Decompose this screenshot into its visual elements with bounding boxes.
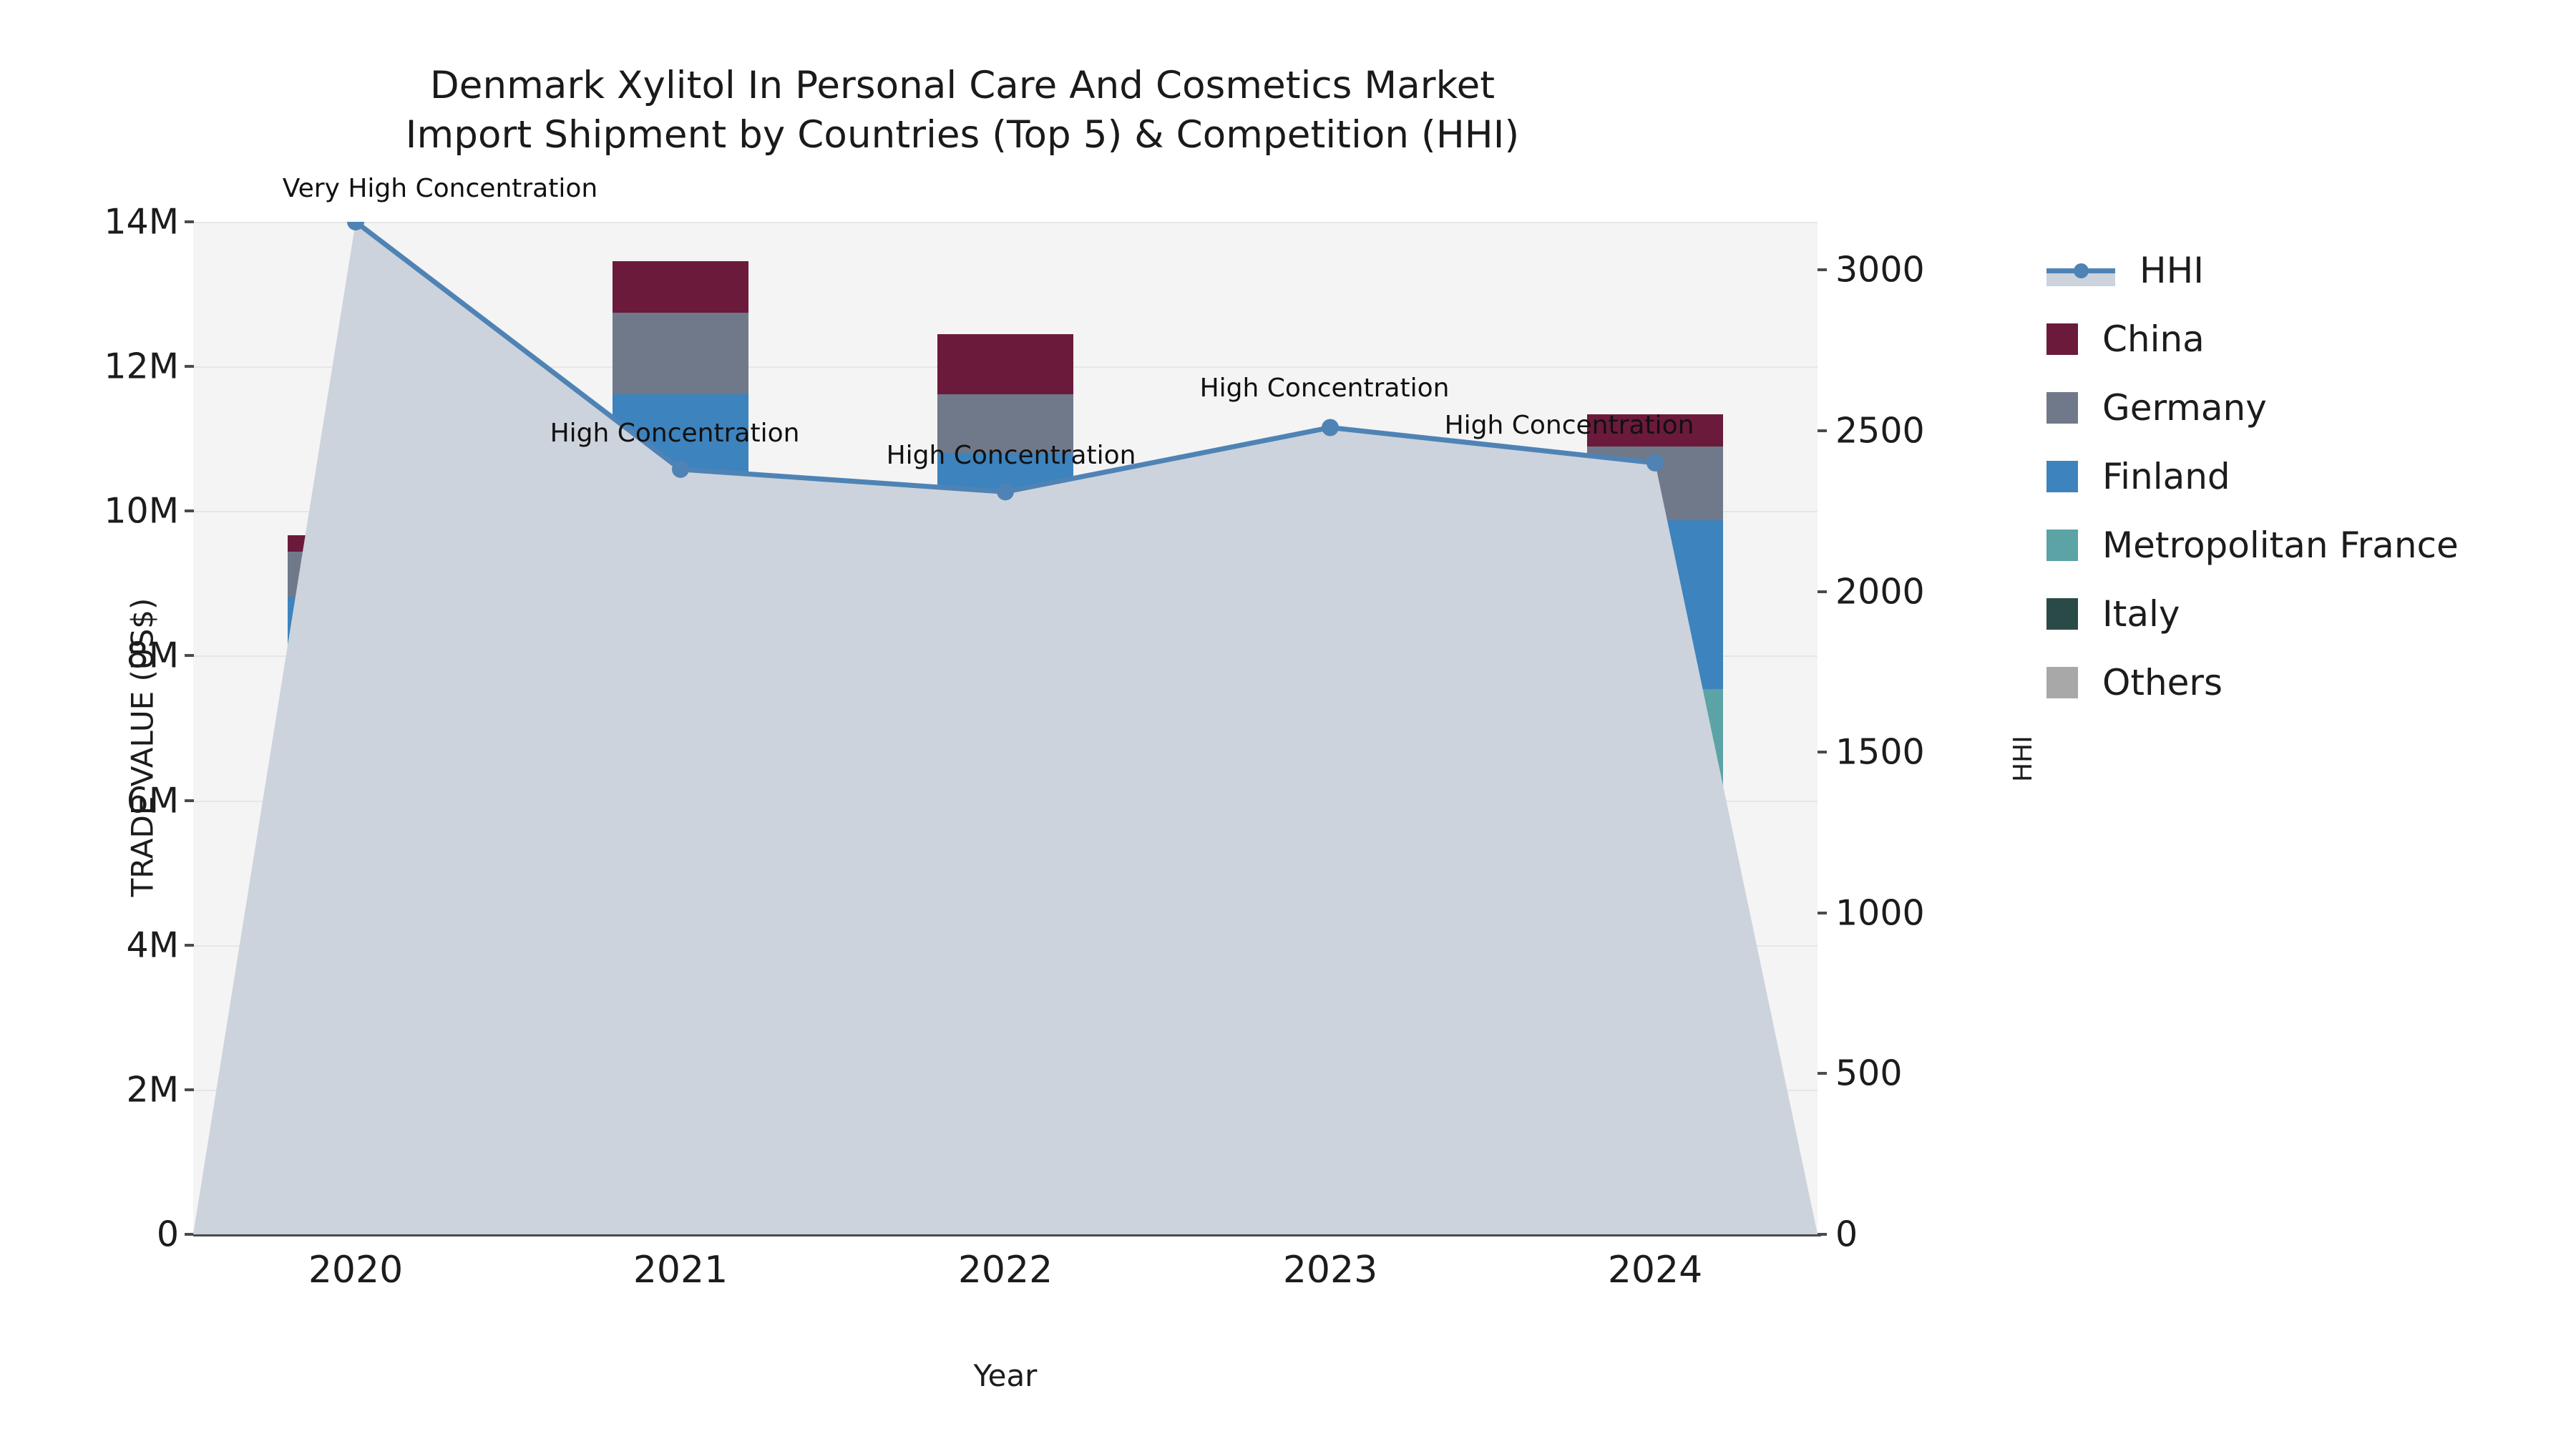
- bar-segment-metropolitan-france-2022: [937, 597, 1073, 839]
- y-axis-left-tickmark: [185, 943, 194, 947]
- legend-item-italy[interactable]: Italy: [2046, 580, 2562, 648]
- hhi-annotation-2021: High Concentration: [550, 418, 800, 448]
- legend-label: HHI: [2140, 250, 2204, 291]
- y-axis-left-tickmark: [185, 365, 194, 369]
- y-axis-right-tickmark: [1818, 1072, 1827, 1075]
- bar-segment-germany-2023: [1262, 565, 1398, 596]
- x-axis-tick-label-2022: 2022: [957, 1249, 1053, 1292]
- legend-item-others[interactable]: Others: [2046, 648, 2562, 717]
- y-axis-right-tickmark: [1818, 751, 1827, 754]
- chart-title: Denmark Xylitol In Personal Care And Cos…: [0, 62, 1925, 160]
- legend-line-dot: [2074, 263, 2089, 278]
- y-axis-left-tick-label: 4M: [126, 924, 179, 966]
- legend-swatch-metropolitan-france: [2046, 530, 2078, 561]
- hhi-annotation-2022: High Concentration: [886, 441, 1136, 471]
- hhi-annotation-2024: High Concentration: [1444, 410, 1694, 440]
- y-axis-left-tick-label: 6M: [126, 780, 179, 821]
- y-axis-right-tickmark: [1818, 911, 1827, 914]
- legend-item-china[interactable]: China: [2046, 305, 2562, 374]
- bar-segment-italy-2023: [1262, 929, 1398, 1179]
- x-axis-tick-label-2020: 2020: [308, 1249, 404, 1292]
- legend-swatch-germany: [2046, 392, 2078, 424]
- bar-segment-finland-2022: [937, 453, 1073, 598]
- legend-item-germany[interactable]: Germany: [2046, 374, 2562, 442]
- y-axis-left-tick-label: 14M: [104, 201, 179, 243]
- bar-segment-china-2023: [1262, 545, 1398, 565]
- y-axis-right-tick-label: 3000: [1835, 249, 1925, 291]
- bar-segment-finland-2020: [288, 596, 424, 642]
- bar-segment-china-2021: [613, 260, 748, 313]
- legend-label: Metropolitan France: [2102, 525, 2459, 566]
- x-axis-tick-label-2024: 2024: [1607, 1249, 1703, 1292]
- y-axis-left-tick-label: 10M: [104, 490, 179, 532]
- y-axis-left-tickmark: [185, 1088, 194, 1091]
- hhi-annotation-2020: Very High Concentration: [282, 174, 598, 203]
- y-axis-left-tickmark: [185, 220, 194, 223]
- bar-segment-china-2022: [937, 333, 1073, 394]
- y-axis-right-tickmark: [1818, 268, 1827, 272]
- y-axis-left-tickmark: [185, 654, 194, 658]
- legend-label: Italy: [2102, 593, 2180, 635]
- bar-segment-others-2023: [1262, 1179, 1398, 1234]
- bar-segment-italy-2021: [613, 889, 748, 1173]
- legend: HHI China Germany Finland Metropolitan Franc…: [2046, 236, 2562, 717]
- y-axis-left-tick-label: 2M: [126, 1069, 179, 1111]
- legend-swatch-finland: [2046, 461, 2078, 492]
- y-axis-left-tick-label: 0: [156, 1214, 179, 1255]
- legend-label: Finland: [2102, 456, 2230, 497]
- y-axis-left-tickmark: [185, 509, 194, 513]
- gridline: [193, 222, 1818, 223]
- y-axis-right-tick-label: 500: [1835, 1053, 1903, 1094]
- y-axis-right-tick-label: 1000: [1835, 892, 1925, 934]
- legend-item-finland[interactable]: Finland: [2046, 442, 2562, 511]
- bar-segment-germany-2020: [288, 551, 424, 597]
- y-axis-left-tick-label: 12M: [104, 346, 179, 387]
- x-axis-tick-label-2023: 2023: [1282, 1249, 1378, 1292]
- y-axis-right-tick-label: 1500: [1835, 731, 1925, 773]
- bar-segment-italy-2022: [937, 838, 1073, 1155]
- bar-segment-others-2020: [288, 1178, 424, 1234]
- y-axis-right-tickmark: [1818, 590, 1827, 593]
- y-axis-left-tickmark: [185, 1233, 194, 1236]
- legend-label: Germany: [2102, 387, 2267, 429]
- bar-segment-italy-2024: [1587, 844, 1723, 1161]
- legend-swatch-china: [2046, 323, 2078, 355]
- bar-segment-finland-2023: [1262, 595, 1398, 812]
- legend-swatch-italy: [2046, 598, 2078, 630]
- legend-label: Others: [2102, 662, 2223, 703]
- bar-segment-metropolitan-france-2024: [1587, 688, 1723, 844]
- bar-segment-italy-2020: [288, 955, 424, 1179]
- legend-item-metropolitan-france[interactable]: Metropolitan France: [2046, 511, 2562, 580]
- legend-area-band: [2046, 272, 2115, 286]
- chart-title-line-1: Denmark Xylitol In Personal Care And Cos…: [429, 64, 1496, 107]
- y-axis-right-tickmark: [1818, 429, 1827, 432]
- y-axis-right-title: HHI: [2008, 736, 2038, 782]
- bar-segment-others-2024: [1587, 1161, 1723, 1234]
- y-axis-right-tick-label: 2500: [1835, 410, 1925, 452]
- legend-line-marker-icon: [2046, 255, 2115, 286]
- y-axis-right-tickmark: [1818, 1233, 1827, 1236]
- bar-segment-china-2020: [288, 535, 424, 552]
- bar-segment-metropolitan-france-2021: [613, 565, 748, 889]
- legend-label: China: [2102, 318, 2205, 360]
- x-axis-line: [193, 1234, 1821, 1236]
- y-axis-left-tickmark: [185, 799, 194, 802]
- x-axis-title: Year: [973, 1358, 1038, 1393]
- bar-segment-others-2021: [613, 1172, 748, 1234]
- y-axis-right-tick-label: 2000: [1835, 571, 1925, 613]
- y-axis-left-tick-label: 8M: [126, 635, 179, 676]
- chart-title-line-2: Import Shipment by Countries (Top 5) & C…: [405, 112, 1520, 157]
- bar-segment-germany-2024: [1587, 447, 1723, 521]
- legend-swatch-others: [2046, 667, 2078, 698]
- y-axis-right-tick-label: 0: [1835, 1214, 1858, 1255]
- hhi-annotation-2023: High Concentration: [1199, 374, 1450, 404]
- bar-segment-germany-2021: [613, 313, 748, 394]
- bar-segment-finland-2024: [1587, 520, 1723, 689]
- x-axis-tick-label-2021: 2021: [633, 1249, 728, 1292]
- bar-segment-metropolitan-france-2023: [1262, 811, 1398, 930]
- bar-segment-others-2022: [937, 1154, 1073, 1234]
- bar-segment-metropolitan-france-2020: [288, 641, 424, 955]
- legend-item-hhi[interactable]: HHI: [2046, 236, 2562, 305]
